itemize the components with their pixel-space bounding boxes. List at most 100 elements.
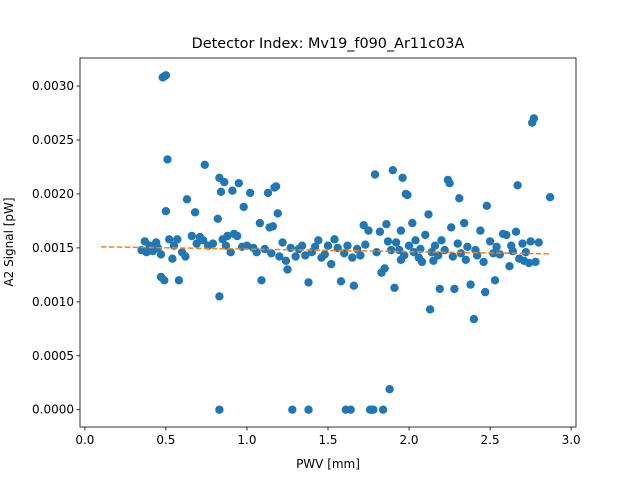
data-point [492,242,501,251]
data-point [226,248,235,257]
data-point [531,257,540,267]
data-point [421,230,430,240]
y-tick-label: 0.0005 [32,349,74,363]
data-point [408,218,417,228]
data-point [364,226,373,235]
data-point [456,249,466,258]
y-tick-label: 0.0010 [32,295,74,309]
data-point [482,201,491,210]
data-point [398,173,407,182]
data-point [161,207,171,216]
data-point [361,240,370,249]
data-point [165,235,174,244]
data-point [545,193,555,202]
data-point [447,223,456,232]
data-point [271,182,281,191]
y-tick-label: 0.0000 [32,403,74,417]
data-point [434,251,443,260]
data-point [199,236,208,245]
y-axis-label: A2 Signal [pW] [2,197,16,286]
data-point [448,252,457,261]
data-point [461,255,470,264]
data-point [281,256,291,265]
data-point [273,209,282,218]
data-point [283,265,292,274]
data-point [278,238,287,247]
data-point [463,242,472,251]
data-point [304,278,313,287]
data-point [490,276,500,285]
data-point [518,239,527,248]
data-point [435,284,444,294]
data-point [529,114,539,123]
data-point [411,236,420,245]
x-tick-label: 2.0 [399,433,418,447]
data-point [375,227,385,236]
data-point [173,235,182,244]
data-point [268,222,278,231]
data-point [297,241,307,250]
data-point [257,276,266,285]
data-point [502,230,511,240]
data-point [220,177,229,187]
data-point [359,221,368,230]
data-point [453,239,462,248]
data-point [445,179,454,188]
y-tick-label: 0.0030 [32,79,74,93]
data-point [404,241,414,250]
data-point [424,210,433,219]
data-point [213,214,222,223]
data-point [200,160,209,169]
data-point [495,250,504,259]
data-point [168,254,177,263]
data-point [142,248,151,257]
data-point [286,243,295,253]
data-point [390,283,399,292]
y-tick-label: 0.0020 [32,187,74,201]
data-point [437,236,446,245]
data-point [304,405,313,414]
data-point [372,248,381,257]
data-point [252,248,261,257]
data-point [387,245,396,255]
data-point [246,188,255,198]
data-point [513,181,522,190]
data-point [190,208,200,217]
data-point [228,186,237,195]
data-point [417,257,427,267]
data-point [267,249,276,258]
data-point [425,305,435,314]
data-point [388,166,397,175]
data-point [288,405,297,414]
data-point [242,241,252,250]
data-point [323,241,333,250]
data-point [430,241,440,250]
data-point [156,250,166,259]
x-tick-label: 2.5 [481,433,500,447]
x-tick-label: 3.0 [562,433,581,447]
data-point [429,256,438,265]
y-axis-ticks: 0.0000 0.0005 0.0010 0.0015 0.0020 0.0025 0.00… [32,79,80,417]
data-point [403,190,412,200]
data-point [524,258,534,268]
data-point [380,264,389,273]
data-point [485,237,495,246]
x-tick-label: 1.5 [318,433,337,447]
data-point [385,385,394,394]
data-point [234,179,243,188]
data-point [511,227,521,236]
data-point [476,226,485,235]
data-point [369,405,378,414]
data-point [314,236,323,245]
data-point [233,231,242,241]
data-point [396,255,406,264]
data-point [181,252,190,261]
x-tick-label: 0.0 [75,433,94,447]
data-point [427,248,436,257]
fit-line [101,246,551,255]
data-point [187,231,196,241]
y-tick-label: 0.0025 [32,133,74,147]
data-point [481,287,490,297]
data-point [291,252,300,261]
